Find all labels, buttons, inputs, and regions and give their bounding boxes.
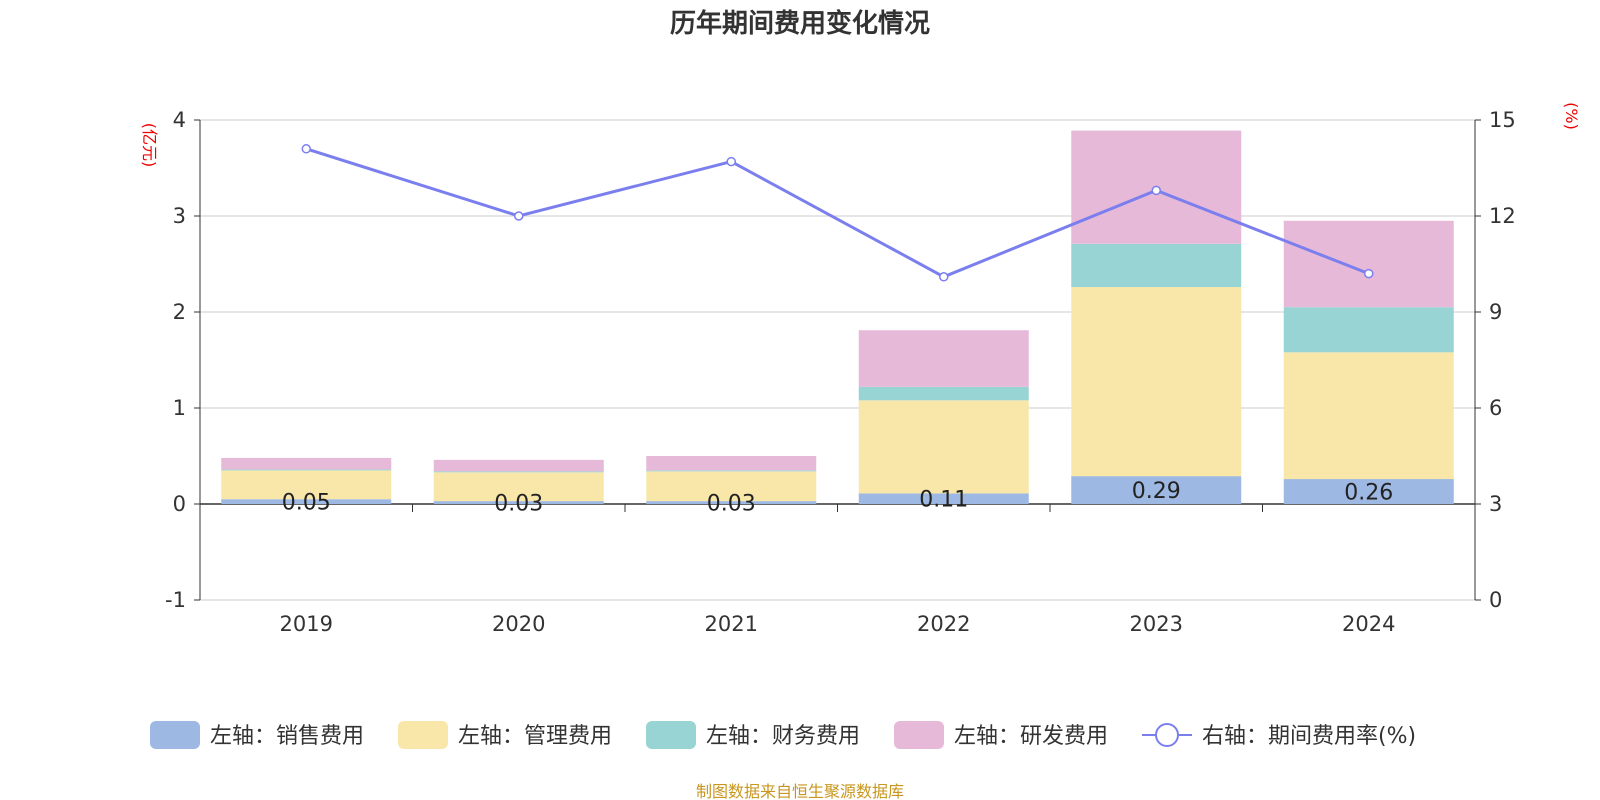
rate-point-2019 (301, 144, 311, 154)
bar-admin-2024 (1283, 352, 1454, 480)
rate-line (305, 147, 1370, 279)
bar-label-2024: 0.26 (1344, 481, 1393, 506)
bar-admin-2019 (221, 470, 392, 500)
legend-label-admin: 左轴：管理费用 (458, 724, 612, 749)
right-axis-tick-label: 15 (1489, 108, 1516, 132)
right-axis-unit: (%) (1562, 102, 1581, 130)
bar-sales-2021 (646, 501, 817, 504)
bar-rnd-2024 (1283, 220, 1454, 308)
legend-swatch-finance (646, 721, 696, 749)
rate-point-2020 (514, 211, 524, 221)
bar-sales-2022 (858, 493, 1029, 504)
bar-finance-2022 (858, 386, 1029, 401)
legend-swatch-rate-point (1155, 723, 1179, 747)
bar-label-2023: 0.29 (1132, 479, 1181, 504)
left-axis-tick-label: 2 (173, 300, 186, 324)
rate-line-series (301, 144, 1374, 282)
right-axis-tick-label: 0 (1489, 588, 1502, 612)
bar-label-2022: 0.11 (919, 488, 968, 513)
bar-finance-2020 (433, 471, 604, 473)
bar-finance-2024 (1283, 307, 1454, 353)
bar-rnd-2022 (858, 330, 1029, 387)
rate-point-2021 (726, 156, 736, 167)
chart-title: 历年期间费用变化情况 (670, 8, 930, 39)
legend-label-rnd: 左轴：研发费用 (954, 724, 1108, 749)
left-axis-tick-label: 1 (173, 396, 186, 420)
bar-sales-2023 (1071, 476, 1242, 504)
bar-finance-2021 (646, 470, 817, 472)
bar-sales-2019 (221, 499, 392, 504)
x-axis-tick-label: 2019 (280, 612, 333, 636)
legend-label-sales: 左轴：销售费用 (210, 724, 364, 749)
legend-label-rate: 右轴：期间费用率(%) (1202, 724, 1416, 749)
rate-point-2023 (1151, 185, 1161, 196)
x-axis-tick-label: 2022 (917, 612, 970, 636)
left-axis-tick-label: 0 (173, 492, 186, 516)
x-axis-tick-label: 2023 (1130, 612, 1183, 636)
bar-sales-2024 (1283, 479, 1454, 504)
right-axis-tick-label: 12 (1489, 204, 1516, 228)
bar-finance-2023 (1071, 243, 1242, 288)
left-axis-tick-label: 3 (173, 204, 186, 228)
x-axis-tick-label: 2021 (705, 612, 758, 636)
right-axis-tick-label: 6 (1489, 396, 1502, 420)
bar-rnd-2019 (221, 457, 392, 470)
bar-admin-2023 (1071, 287, 1242, 477)
right-axis-tick-label: 3 (1489, 492, 1502, 516)
bar-labels: 0.05 0.03 0.03 0.11 0.29 0.26 (282, 479, 1393, 516)
bar-label-2019: 0.05 (282, 491, 331, 516)
x-axis-tick-label: 2020 (492, 612, 545, 636)
left-axis-tick-label: 4 (173, 108, 186, 132)
rate-point-2024 (1364, 268, 1374, 279)
left-axis-unit: (亿元) (140, 123, 159, 168)
right-axis-tick-label: 9 (1489, 300, 1502, 324)
bar-rnd-2021 (646, 456, 817, 471)
legend-swatch-sales (150, 721, 200, 749)
bar-admin-2022 (858, 400, 1029, 494)
bar-label-2020: 0.03 (494, 492, 543, 517)
bar-admin-2021 (646, 471, 817, 502)
rate-point-2022 (939, 272, 949, 282)
data-source-note: 制图数据来自恒生聚源数据库 (696, 782, 904, 800)
x-axis-tick-label: 2024 (1342, 612, 1395, 636)
bar-series (221, 130, 1454, 504)
bar-admin-2020 (433, 472, 604, 502)
bar-finance-2019 (221, 469, 392, 471)
bar-sales-2020 (433, 501, 604, 504)
legend-swatch-admin (398, 721, 448, 749)
bar-label-2021: 0.03 (707, 492, 756, 517)
legend-swatch-rnd (894, 721, 944, 749)
legend-label-finance: 左轴：财务费用 (706, 724, 860, 749)
legend: 左轴：销售费用 左轴：管理费用 左轴：财务费用 左轴：研发费用 右轴：期间费用率(%) (150, 721, 1416, 749)
bar-rnd-2020 (433, 459, 604, 472)
left-axis-tick-label: -1 (165, 588, 186, 612)
